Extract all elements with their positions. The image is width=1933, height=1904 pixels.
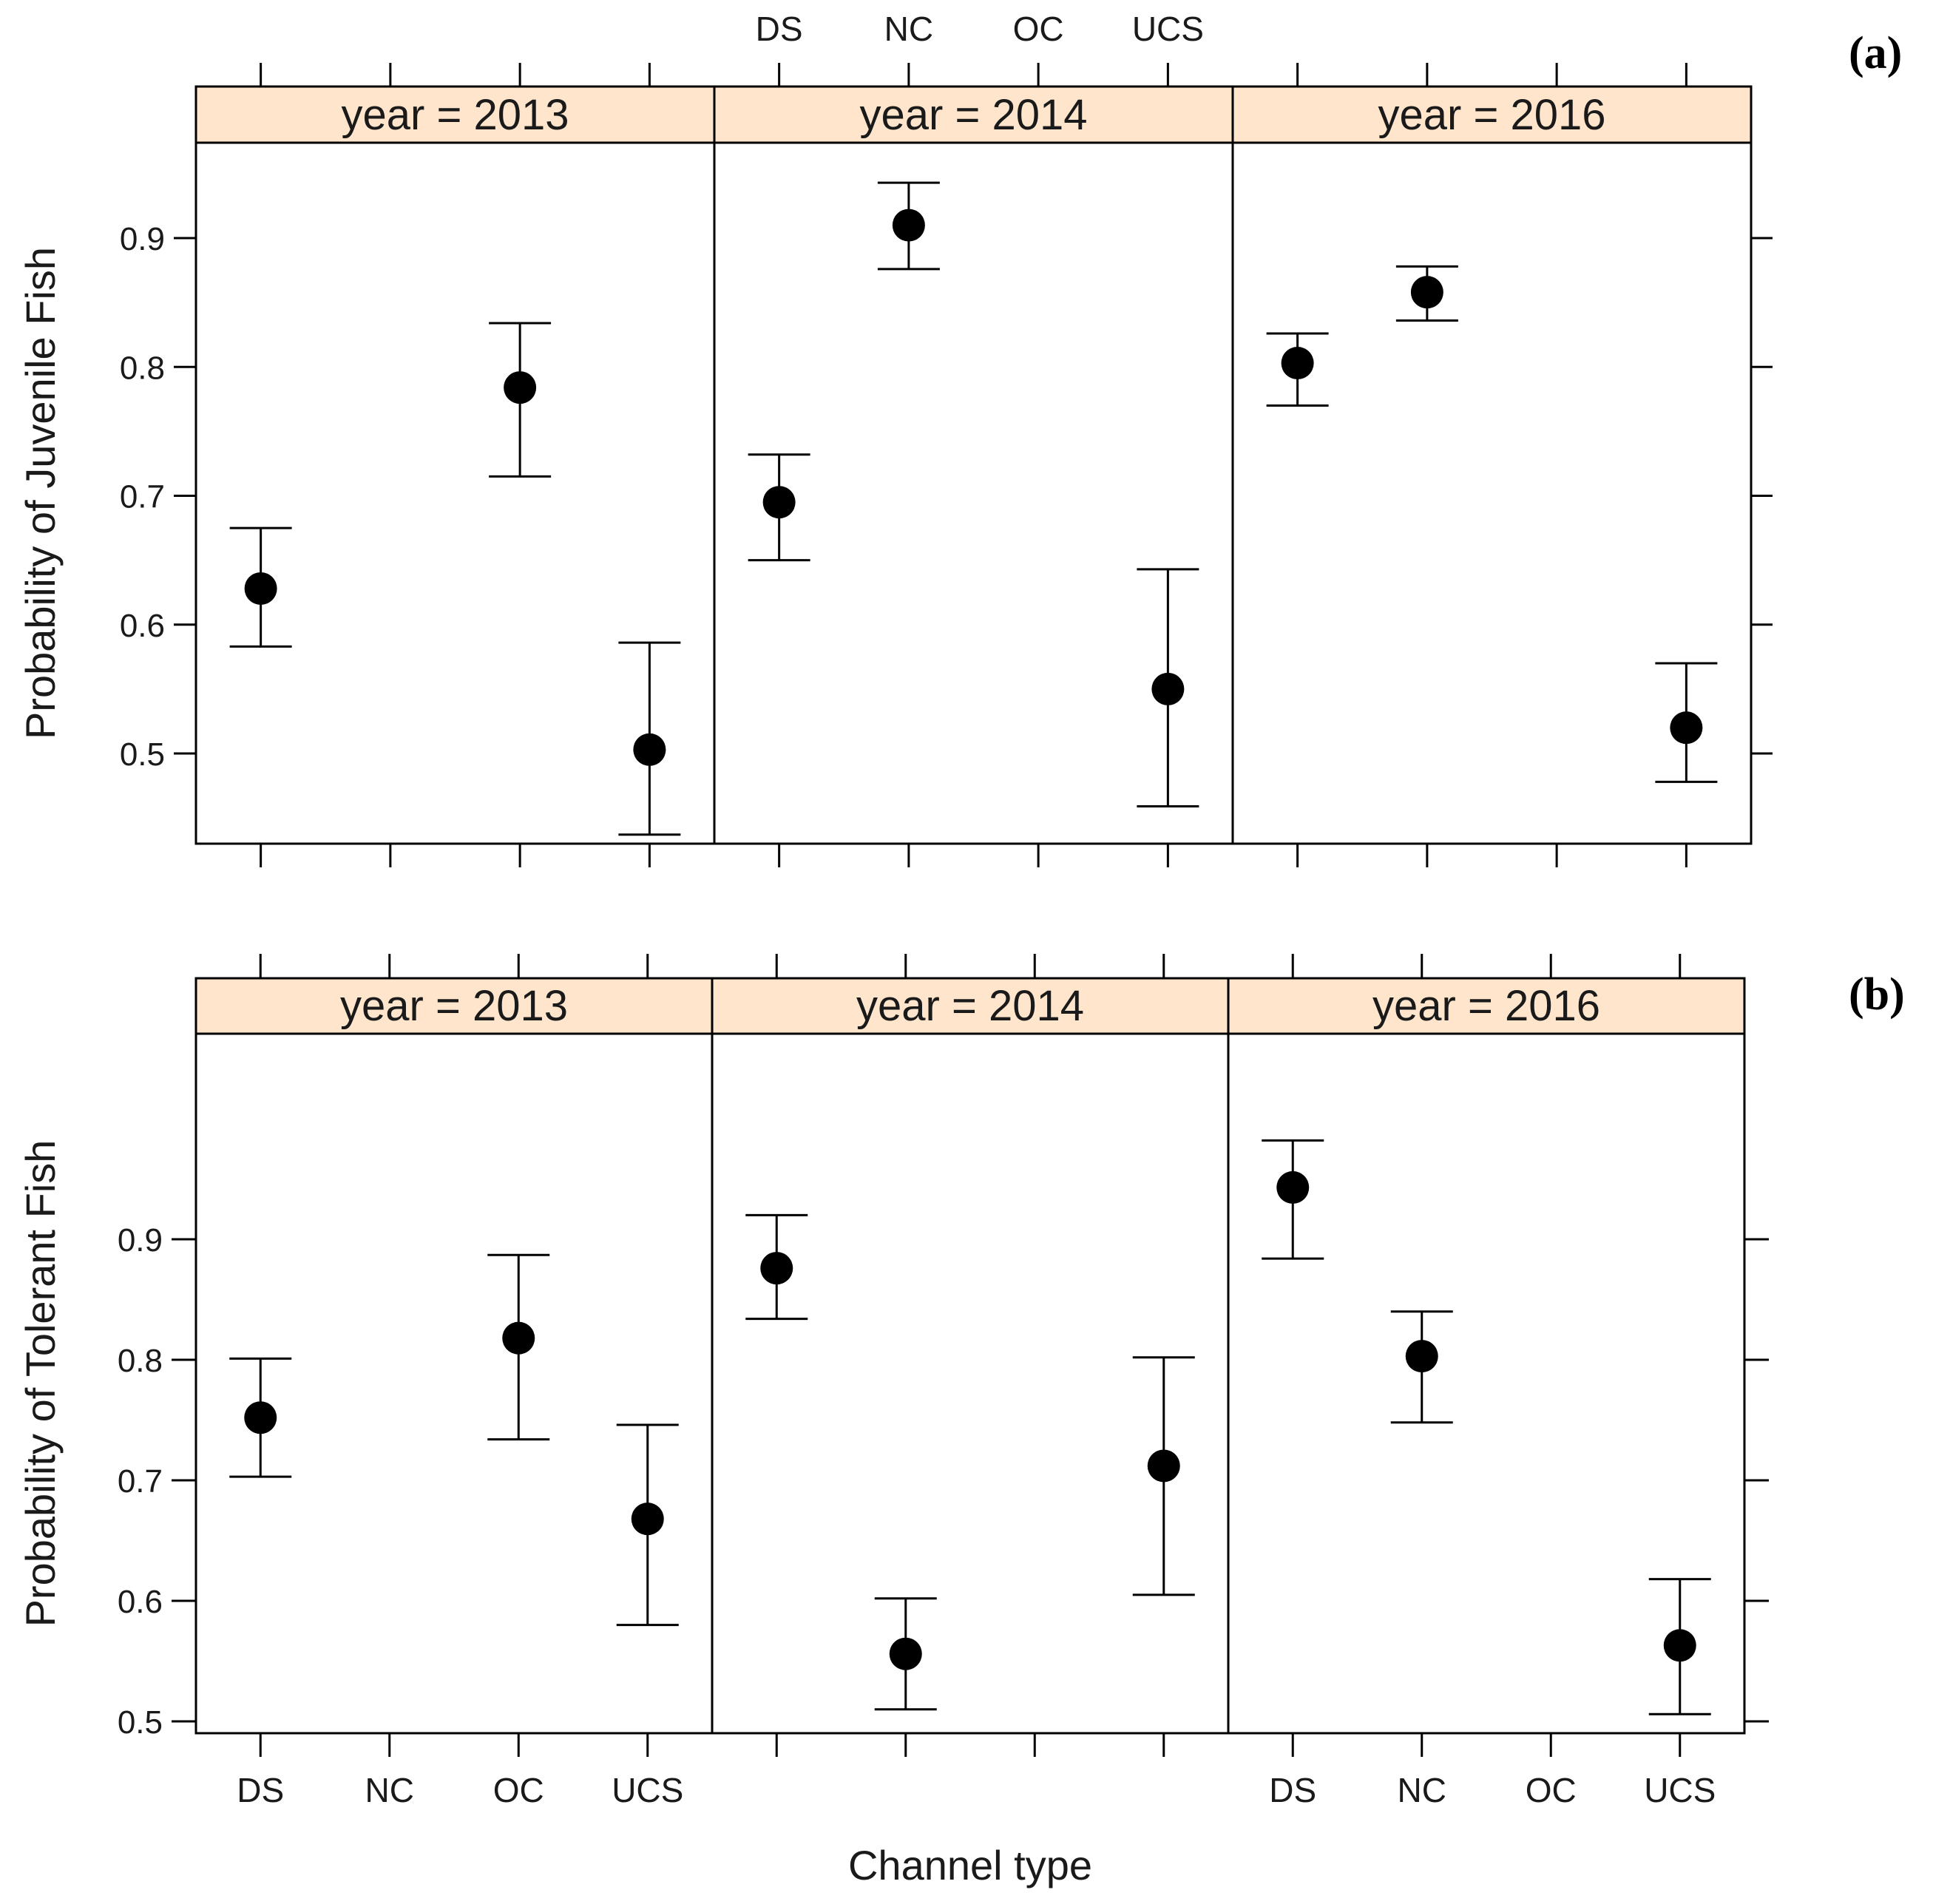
data-point-group (745, 1213, 808, 1321)
plot-frame (1227, 1032, 1746, 1735)
data-point-nc (1405, 1340, 1438, 1373)
data-point-group (229, 526, 292, 648)
facet-strip-label: year = 2016 (1378, 91, 1606, 139)
x-tick-label-top: OC (1013, 10, 1064, 48)
data-point-group (1390, 1310, 1453, 1424)
panel-b-label: (b) (1849, 969, 1905, 1020)
y-tick-label: 0.9 (118, 1222, 163, 1258)
data-point-group (487, 1253, 550, 1441)
data-point-group (748, 453, 810, 562)
y-tick-label: 0.7 (120, 479, 165, 515)
data-point-ucs (1670, 711, 1703, 745)
y-tick-label: 0.5 (120, 736, 165, 773)
data-point-group (618, 641, 681, 836)
x-tick-label-top: UCS (1132, 10, 1204, 48)
x-tick-label-bottom: UCS (612, 1771, 683, 1809)
x-axis-title: Channel type (848, 1842, 1092, 1888)
facet-strip-label: year = 2014 (860, 91, 1088, 139)
plot-frame (194, 1032, 714, 1735)
facet-strip (1231, 85, 1753, 144)
y-tick-label: 0.9 (120, 221, 165, 257)
data-point-group (1655, 662, 1718, 783)
data-point-ds (244, 572, 277, 605)
plot-frame (194, 141, 716, 845)
data-point-ds (760, 1252, 793, 1285)
x-tick-label-bottom: NC (1398, 1771, 1446, 1809)
x-tick-label-bottom: OC (493, 1771, 544, 1809)
facet-strip-label: year = 2013 (342, 91, 569, 139)
data-point-ds (762, 486, 796, 519)
data-point-oc (504, 371, 537, 404)
facet-panel-1: year = 2014 (713, 85, 1234, 845)
data-point-group (616, 1423, 679, 1627)
data-point-ucs (1147, 1449, 1180, 1483)
data-point-group (1648, 1578, 1711, 1715)
facet-panel-0: year = 2013 (194, 977, 714, 1735)
data-point-oc (502, 1321, 535, 1355)
y-axis-title: Probability of Juvenile Fish (17, 247, 64, 739)
x-tick-label-top: DS (756, 10, 803, 48)
data-point-ucs (631, 1502, 664, 1536)
x-tick-label-bottom: NC (365, 1771, 414, 1809)
facet-strip-label: year = 2014 (856, 982, 1084, 1030)
data-point-ds (1276, 1170, 1310, 1204)
y-tick-label: 0.7 (118, 1463, 163, 1500)
y-axis-title: Probability of Tolerant Fish (17, 1140, 64, 1627)
x-tick-label-top: NC (884, 10, 933, 48)
x-tick-label-bottom: UCS (1644, 1771, 1716, 1809)
data-point-ucs (1151, 672, 1185, 705)
facet-panel-2: year = 2016 (1227, 977, 1746, 1735)
facet-panel-1: year = 2014 (711, 977, 1230, 1735)
plot-frame (711, 1032, 1230, 1735)
data-point-group (877, 181, 940, 271)
data-point-group (1262, 1139, 1324, 1260)
data-point-ds (244, 1401, 277, 1434)
plot-frame (1231, 141, 1753, 845)
y-tick-label: 0.6 (120, 608, 165, 644)
y-tick-label: 0.5 (118, 1704, 163, 1741)
data-point-ucs (1663, 1629, 1696, 1662)
x-tick-label-bottom: OC (1526, 1771, 1577, 1809)
data-point-group (1137, 568, 1199, 807)
data-point-group (229, 1357, 292, 1478)
y-tick-label: 0.6 (118, 1584, 163, 1620)
data-point-nc (892, 209, 925, 242)
facet-strip (194, 977, 714, 1035)
x-tick-label-bottom: DS (237, 1771, 284, 1809)
facet-strip (711, 977, 1230, 1035)
data-point-nc (1410, 276, 1443, 309)
facet-strip (194, 85, 716, 144)
data-point-ds (1281, 347, 1314, 380)
x-tick-label-bottom: DS (1269, 1771, 1316, 1809)
facet-strip (1227, 977, 1746, 1035)
data-point-group (1266, 332, 1329, 407)
panel-a-label: (a) (1849, 28, 1902, 78)
data-point-group (489, 322, 552, 478)
data-point-group (1132, 1356, 1195, 1596)
chart-juvenile-fish: Probability of Juvenile Fish year = 2013 y… (17, 10, 1773, 867)
data-point-nc (889, 1637, 922, 1670)
facet-strip-label: year = 2016 (1372, 982, 1600, 1030)
data-point-group (874, 1597, 937, 1711)
data-point-ucs (633, 733, 666, 766)
facet-panel-0: year = 2013 (194, 85, 716, 845)
facet-panel-2: year = 2016 (1231, 85, 1753, 845)
data-point-group (1395, 265, 1458, 322)
y-tick-label: 0.8 (118, 1343, 163, 1379)
chart-tolerant-fish: Probability of Tolerant Fish year = 2013 y… (17, 954, 1769, 1809)
y-tick-label: 0.8 (120, 350, 165, 386)
facet-strip-label: year = 2013 (340, 982, 568, 1030)
